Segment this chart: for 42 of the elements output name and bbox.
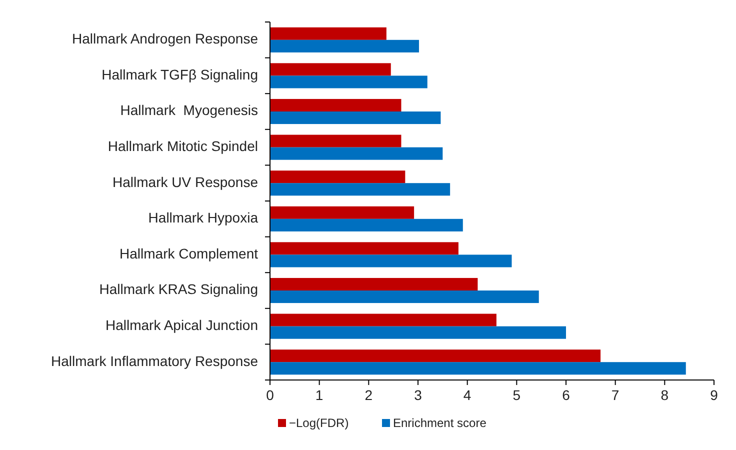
- x-tick-label: 2: [364, 387, 373, 403]
- bar: [270, 278, 478, 290]
- y-tick-label: Hallmark TGFβ Signaling: [102, 66, 258, 82]
- bar: [270, 27, 386, 40]
- y-tick-label: Hallmark UV Response: [112, 174, 258, 190]
- y-tick-label: Hallmark Androgen Response: [72, 30, 258, 47]
- legend-label: Enrichment score: [393, 416, 487, 430]
- bar: [270, 63, 391, 76]
- bar: [270, 40, 419, 52]
- x-tick-label: 5: [512, 387, 521, 403]
- bar: [270, 112, 441, 124]
- bar: [270, 254, 512, 268]
- y-tick-label: Hallmark KRAS Signaling: [99, 281, 258, 298]
- x-tick-label: 9: [710, 387, 718, 403]
- x-tick-label: 4: [463, 387, 472, 403]
- bar: [270, 314, 496, 326]
- bar: [270, 242, 458, 255]
- x-tick-label: 3: [414, 387, 422, 403]
- bar: [270, 350, 601, 362]
- x-tick-label: 0: [266, 387, 274, 403]
- legend-label: −Log(FDR): [289, 416, 349, 430]
- bar: [270, 326, 566, 339]
- bar: [270, 134, 402, 148]
- y-tick-label: Hallmark Apical Junction: [105, 317, 258, 334]
- bar: [270, 183, 450, 196]
- bar: [270, 147, 443, 160]
- bar: [270, 170, 406, 184]
- bar: [270, 98, 402, 112]
- bar: [270, 290, 539, 304]
- bar: [270, 218, 463, 232]
- y-tick-label: Hallmark Inflammatory Response: [51, 352, 258, 369]
- x-tick-label: 6: [562, 387, 570, 403]
- y-tick-label: Hallmark Hypoxia: [148, 210, 258, 226]
- bar: [270, 206, 414, 219]
- x-tick-label: 8: [660, 387, 669, 403]
- y-tick-label: Hallmark Myogenesis: [120, 102, 258, 118]
- y-tick-label: Hallmark Mitotic Spindel: [108, 138, 258, 154]
- bar: [270, 76, 428, 88]
- x-tick-label: 7: [611, 387, 620, 403]
- y-tick-label: Hallmark Complement: [120, 245, 258, 262]
- bar: [270, 362, 686, 375]
- x-tick-label: 1: [315, 387, 324, 403]
